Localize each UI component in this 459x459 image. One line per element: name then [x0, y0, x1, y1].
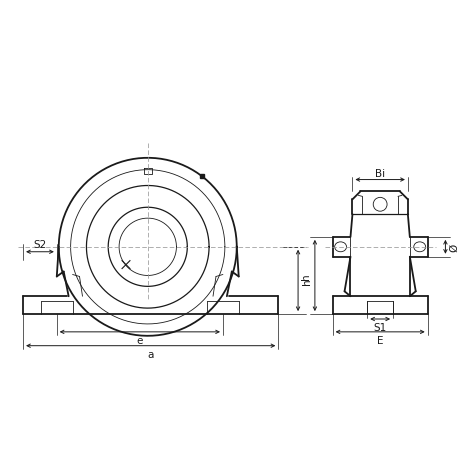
Text: h: h: [301, 278, 311, 284]
Text: S1: S1: [373, 322, 386, 332]
Text: Bi: Bi: [374, 168, 384, 178]
Text: h: h: [300, 273, 310, 279]
Text: a: a: [147, 349, 154, 359]
Text: Ø: Ø: [448, 243, 459, 252]
Text: E: E: [376, 335, 382, 345]
Text: e: e: [136, 335, 143, 345]
Text: S2: S2: [33, 239, 46, 249]
